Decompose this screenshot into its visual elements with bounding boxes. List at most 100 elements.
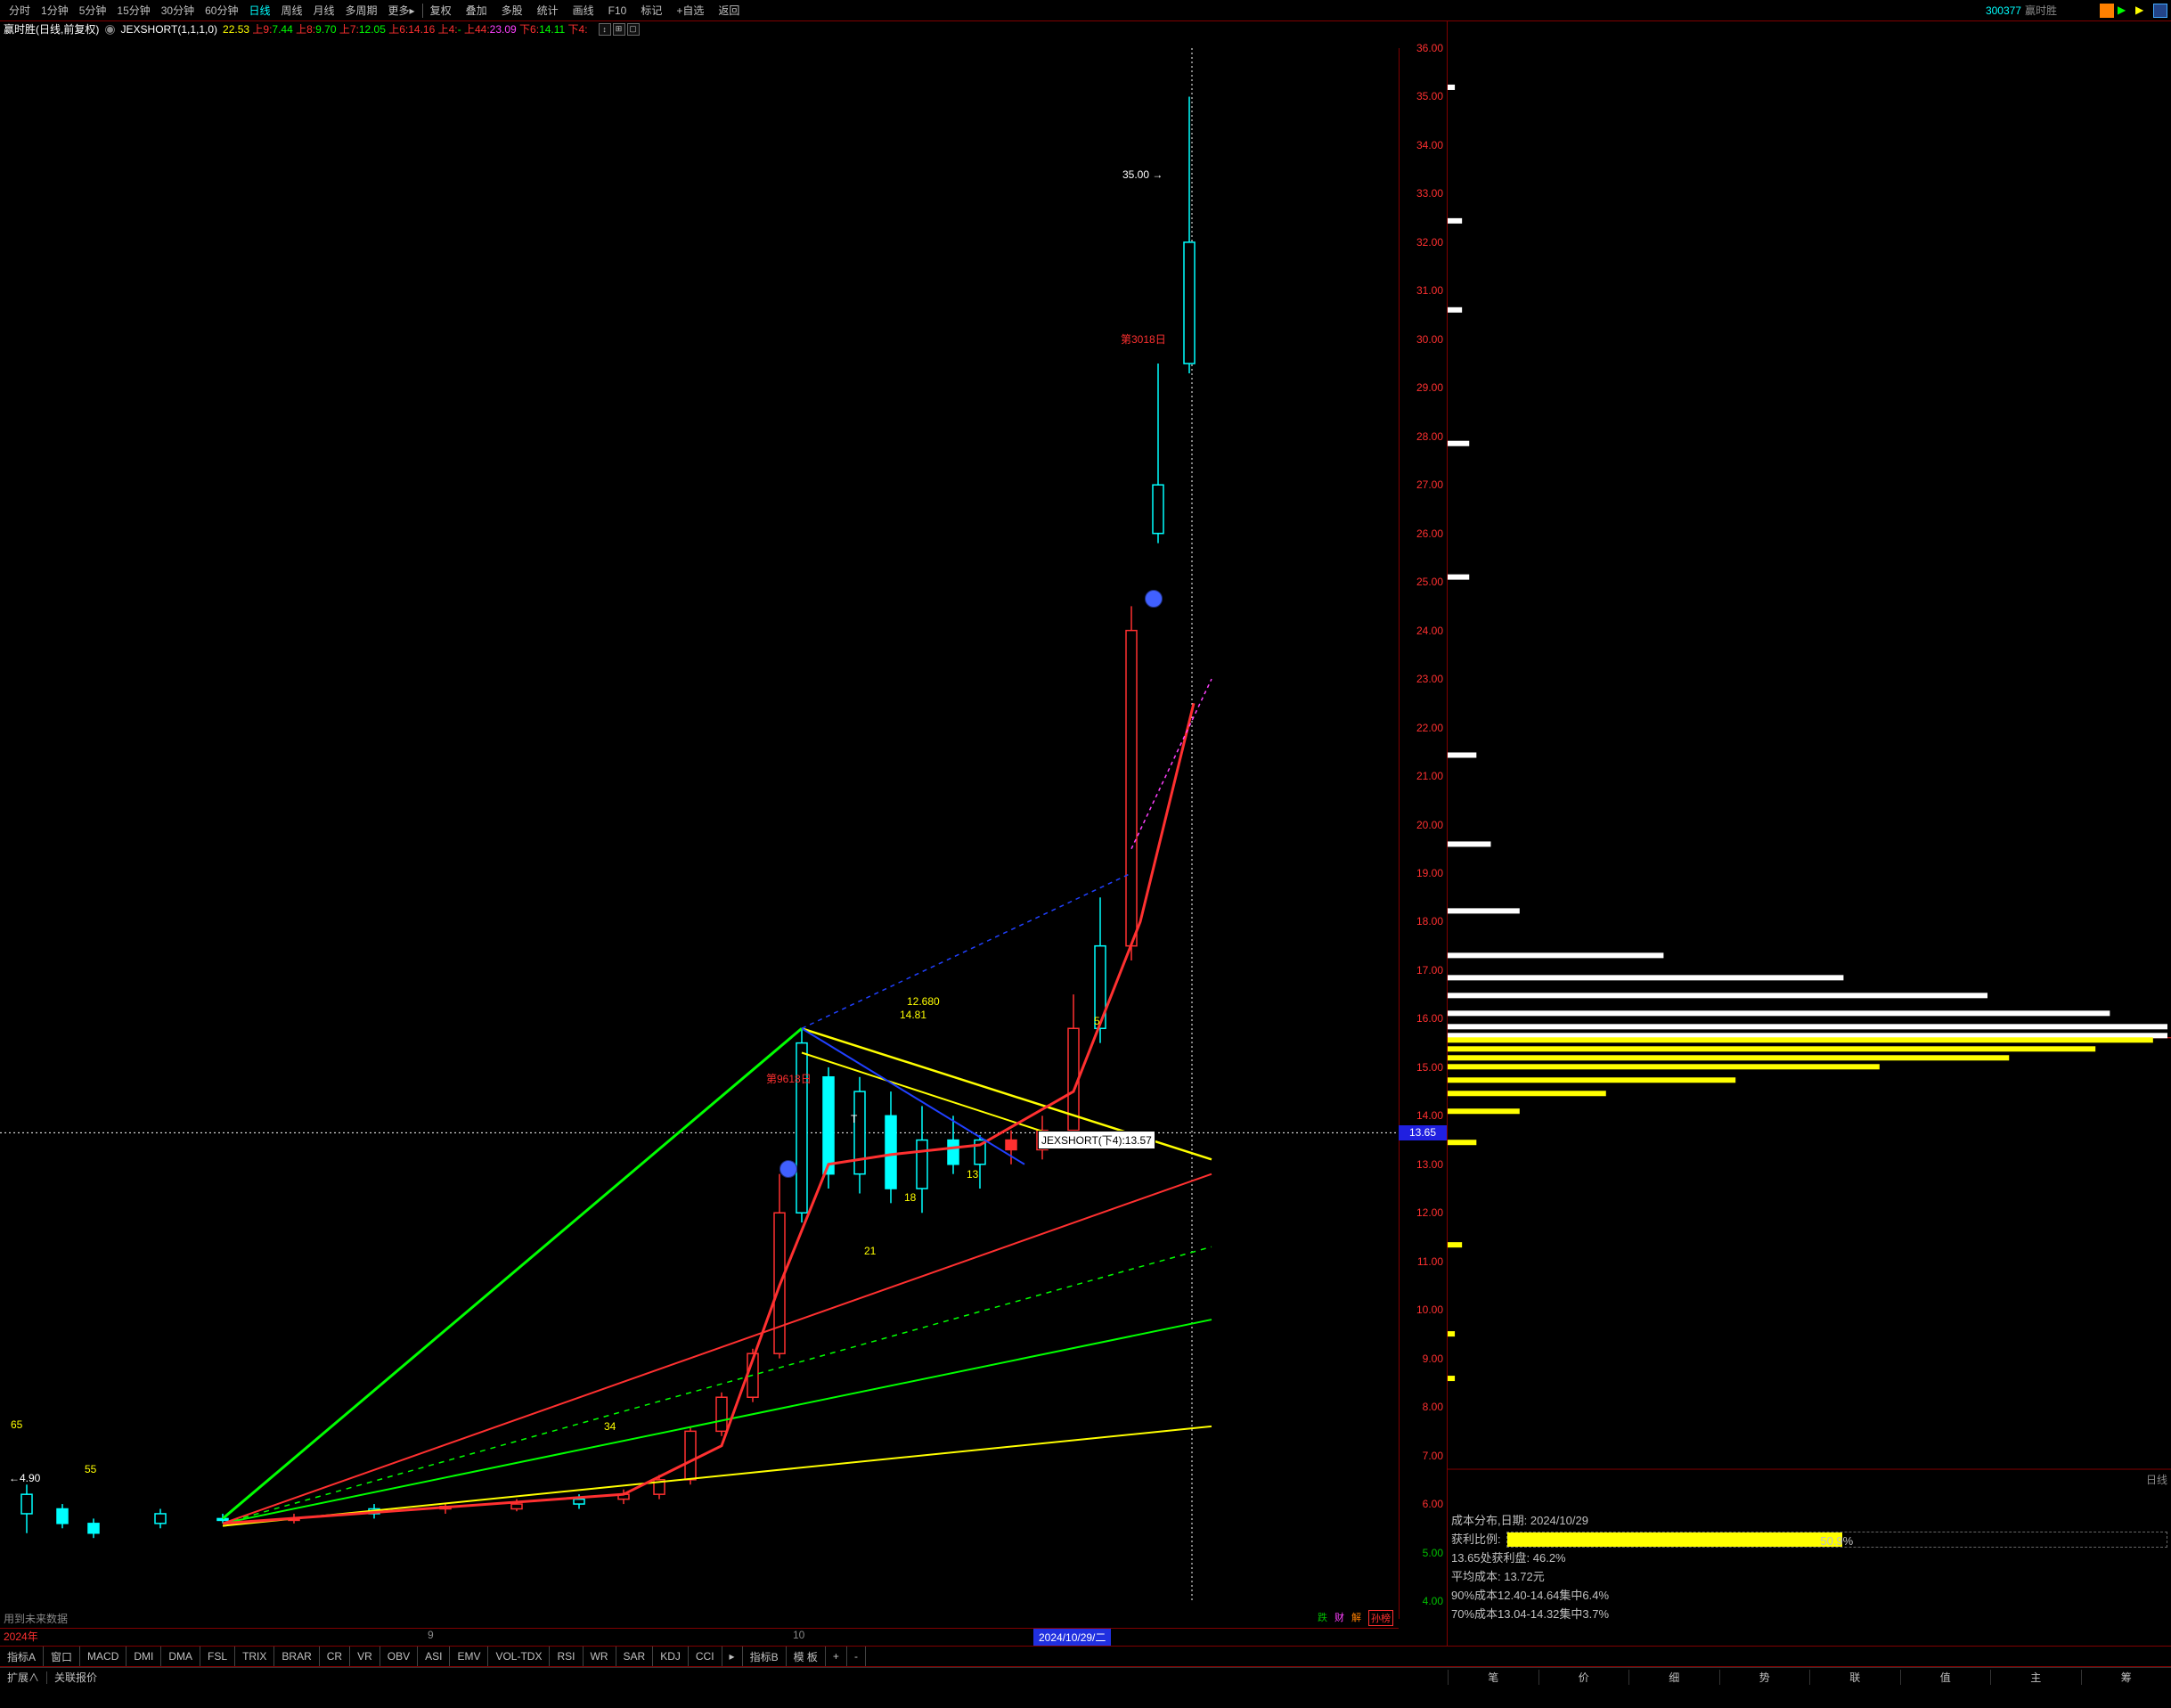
chart-pane[interactable]: 赢时胜(日线,前复权) ◉ JEXSHORT(1,1,1,0) 22.53 上9… <box>0 21 1448 1646</box>
cost-info: 成本分布,日期: 2024/10/29 获利比例: 50.9% 13.65处获利… <box>1451 1511 2167 1624</box>
month-mark: 10 <box>793 1629 804 1641</box>
indicator-窗口[interactable]: 窗口 <box>44 1647 80 1666</box>
timeframe-7[interactable]: 周线 <box>275 4 307 17</box>
ytick: 13.00 <box>1416 1158 1443 1171</box>
right-tab-1[interactable]: 价 <box>1538 1670 1629 1685</box>
ytick: 28.00 <box>1416 430 1443 443</box>
y-label-5: 18 <box>904 1191 916 1204</box>
cost-distribution-chart[interactable] <box>1448 21 2171 1646</box>
y-label-2: 14.81 <box>900 1009 926 1021</box>
tool-3[interactable]: 统计 <box>532 4 564 17</box>
right-tab-6[interactable]: 主 <box>1990 1670 2081 1685</box>
ytick: 17.00 <box>1416 964 1443 977</box>
current-price-marker: 13.65 <box>1399 1125 1447 1140</box>
indicator-DMI[interactable]: DMI <box>127 1647 161 1666</box>
expand-button[interactable]: 扩展∧ <box>0 1670 46 1685</box>
ytick: 33.00 <box>1416 187 1443 200</box>
indicator-CCI[interactable]: CCI <box>689 1647 722 1666</box>
ytick: 19.00 <box>1416 867 1443 879</box>
indicator-MACD[interactable]: MACD <box>80 1647 127 1666</box>
day-count-mid: 第9618日 <box>766 1071 812 1086</box>
timeframe-4[interactable]: 30分钟 <box>156 4 200 17</box>
y-label-4: 13 <box>967 1168 978 1181</box>
tool-7[interactable]: +自选 <box>671 4 709 17</box>
tooltip-label: JEXSHORT(下4):13.57 <box>1038 1131 1155 1149</box>
timeframe-6[interactable]: 日线 <box>243 4 275 17</box>
indicator-ASI[interactable]: ASI <box>418 1647 450 1666</box>
right-pane: 日线 成本分布,日期: 2024/10/29 获利比例: 50.9% 13.65… <box>1448 21 2171 1646</box>
day-count-top: 第3018日 <box>1121 331 1166 347</box>
tag-2: 财 <box>1334 1610 1344 1626</box>
y-label-9: 65 <box>11 1418 22 1431</box>
window-icon[interactable] <box>2153 4 2167 18</box>
stock-name: 赢时胜 <box>2025 3 2057 18</box>
ytick: 34.00 <box>1416 139 1443 151</box>
ytick: 35.00 <box>1416 90 1443 102</box>
right-tab-2[interactable]: 细 <box>1628 1670 1719 1685</box>
timeframe-3[interactable]: 15分钟 <box>111 4 155 17</box>
indicator-指标B[interactable]: 指标B <box>743 1647 787 1666</box>
indicator-+[interactable]: + <box>826 1647 847 1666</box>
timeframe-0[interactable]: 分时 <box>4 4 36 17</box>
indicator-RSI[interactable]: RSI <box>550 1647 583 1666</box>
tag-4: 孙榜 <box>1368 1610 1393 1626</box>
related-quote-button[interactable]: 关联报价 <box>47 1670 104 1685</box>
tool-0[interactable]: 复权 <box>425 4 457 17</box>
tool-2[interactable]: 多股 <box>496 4 528 17</box>
ytick: 21.00 <box>1416 770 1443 782</box>
t-marker: T <box>851 1113 857 1125</box>
indicator-指标A[interactable]: 指标A <box>0 1647 44 1666</box>
ytick: 26.00 <box>1416 527 1443 540</box>
indicator-模 板[interactable]: 模 板 <box>787 1647 826 1666</box>
indicator-DMA[interactable]: DMA <box>161 1647 200 1666</box>
indicator-BRAR[interactable]: BRAR <box>274 1647 319 1666</box>
tool-1[interactable]: 叠加 <box>461 4 493 17</box>
indicator-CR[interactable]: CR <box>320 1647 350 1666</box>
tag-1: 跌 <box>1318 1610 1327 1626</box>
timeframe-10[interactable]: 更多▸ <box>383 4 420 17</box>
ytick: 8.00 <box>1423 1401 1443 1413</box>
right-tab-0[interactable]: 笔 <box>1448 1670 1538 1685</box>
timeframe-2[interactable]: 5分钟 <box>74 4 112 17</box>
future-data-warn: 用到未来数据 <box>4 1611 68 1626</box>
right-tab-3[interactable]: 势 <box>1719 1670 1810 1685</box>
ytick: 5.00 <box>1423 1547 1443 1559</box>
tool-8[interactable]: 返回 <box>713 4 745 17</box>
list-icon[interactable] <box>2100 4 2114 18</box>
indicator-OBV[interactable]: OBV <box>380 1647 418 1666</box>
month-mark: 9 <box>428 1629 434 1641</box>
timeframe-5[interactable]: 60分钟 <box>200 4 243 17</box>
indicator-TRIX[interactable]: TRIX <box>235 1647 274 1666</box>
top-toolbar: 分时1分钟5分钟15分钟30分钟60分钟日线周线月线多周期更多▸ 复权叠加多股统… <box>0 0 2171 21</box>
indicator-KDJ[interactable]: KDJ <box>653 1647 689 1666</box>
indicator-FSL[interactable]: FSL <box>200 1647 235 1666</box>
play2-icon[interactable]: ▶ <box>2135 4 2150 18</box>
indicator-SAR[interactable]: SAR <box>616 1647 654 1666</box>
price-axis: 36.0035.0034.0033.0032.0031.0030.0029.00… <box>1399 48 1447 1619</box>
tag-3: 解 <box>1351 1610 1361 1626</box>
indicator--[interactable]: - <box>847 1647 866 1666</box>
ytick: 15.00 <box>1416 1061 1443 1074</box>
indicator-VR[interactable]: VR <box>350 1647 380 1666</box>
indicator-EMV[interactable]: EMV <box>450 1647 488 1666</box>
right-tab-4[interactable]: 联 <box>1809 1670 1900 1685</box>
kline-chart[interactable] <box>0 21 1447 1646</box>
face-icon-mid <box>779 1160 797 1178</box>
y-label-7: 34 <box>604 1420 616 1433</box>
tool-5[interactable]: F10 <box>603 4 633 17</box>
tool-4[interactable]: 画线 <box>567 4 600 17</box>
play-icon[interactable]: ▶ <box>2118 4 2132 18</box>
timeframe-9[interactable]: 多周期 <box>340 4 383 17</box>
indicator-VOL-TDX[interactable]: VOL-TDX <box>488 1647 550 1666</box>
indicator-▸[interactable]: ▸ <box>722 1647 743 1666</box>
indicator-WR[interactable]: WR <box>584 1647 616 1666</box>
timeframe-8[interactable]: 月线 <box>308 4 340 17</box>
y-label-1: 12.680 <box>907 995 940 1008</box>
right-tab-5[interactable]: 值 <box>1900 1670 1991 1685</box>
tool-6[interactable]: 标记 <box>635 4 667 17</box>
timeframe-1[interactable]: 1分钟 <box>36 4 74 17</box>
ytick: 23.00 <box>1416 673 1443 685</box>
ytick: 31.00 <box>1416 284 1443 297</box>
right-tab-7[interactable]: 筹 <box>2081 1670 2171 1685</box>
ytick: 6.00 <box>1423 1498 1443 1510</box>
